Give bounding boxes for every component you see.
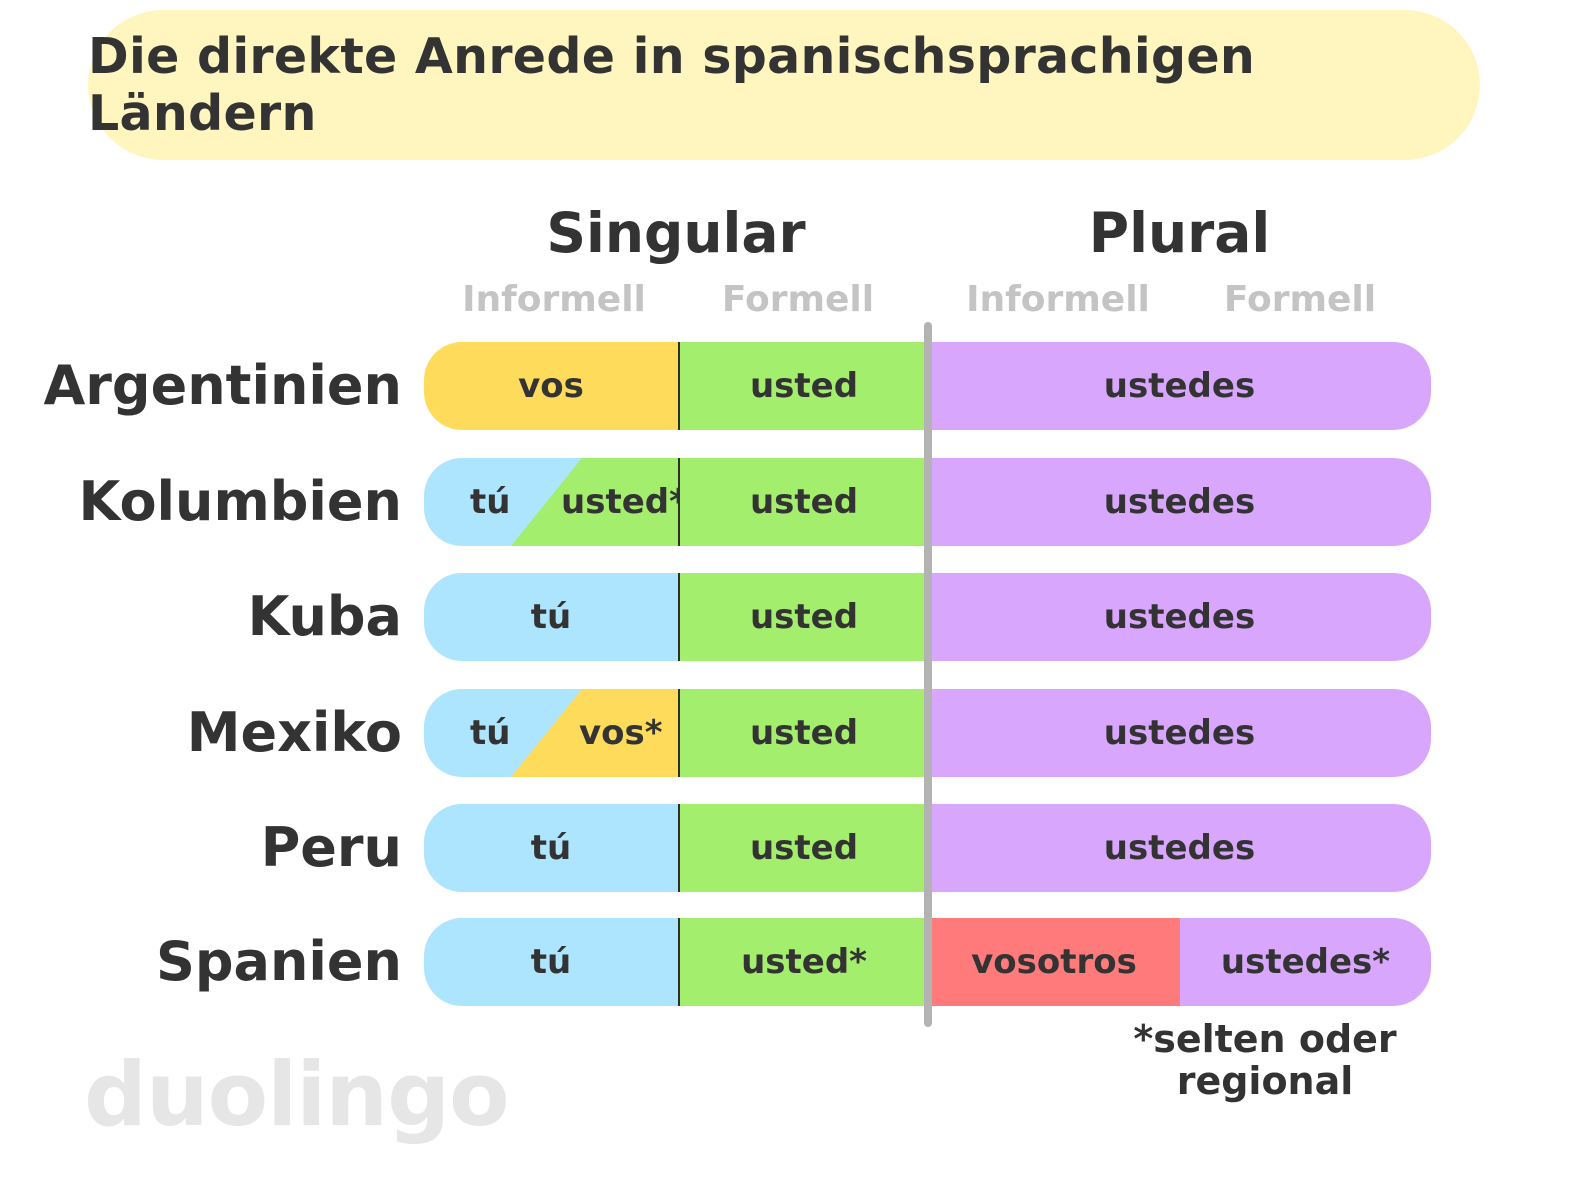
table-row-kuba: tú usted ustedes <box>424 573 1431 661</box>
country-label-argentinien: Argentinien <box>43 354 403 417</box>
country-label-peru: Peru <box>260 816 402 879</box>
table-row-peru: tú usted ustedes <box>424 804 1431 892</box>
subheader-singular-formal: Formell <box>721 279 875 320</box>
page-title: Die direkte Anrede in spanischsprachigen… <box>88 28 1256 142</box>
country-label-spanien: Spanien <box>155 930 402 993</box>
cell-plural: ustedes <box>928 342 1431 430</box>
cell-plural: ustedes <box>928 689 1431 777</box>
cell-plural: ustedes <box>928 458 1431 546</box>
subheader-singular-informal: Informell <box>462 279 646 320</box>
table-row-mexiko: tú vos* usted ustedes <box>424 689 1431 777</box>
cell-plural: ustedes <box>928 804 1431 892</box>
singular-plural-divider <box>924 322 932 1027</box>
cell-formal: usted* <box>678 918 928 1006</box>
cell-formal: usted <box>678 458 928 546</box>
footnote-line-2: regional <box>1176 1059 1354 1103</box>
cell-plural-informal: vosotros <box>928 918 1180 1006</box>
table-row-spanien: tú usted* vosotros ustedes* <box>424 918 1431 1006</box>
cell-informal-split: tú usted* <box>424 458 687 546</box>
table-row-kolumbien: tú usted* usted ustedes <box>424 458 1431 546</box>
cell-plural-formal: ustedes* <box>1180 918 1431 1006</box>
subheader-plural-informal: Informell <box>966 279 1150 320</box>
country-label-kolumbien: Kolumbien <box>78 470 402 533</box>
subheader-plural-formal: Formell <box>1223 279 1377 320</box>
cell-informal-a: tú <box>470 482 511 522</box>
cell-formal: usted <box>678 689 928 777</box>
cell-informal: tú <box>424 573 678 661</box>
cell-plural: ustedes <box>928 573 1431 661</box>
header-plural: Plural <box>1088 201 1271 265</box>
cell-informal: tú <box>424 918 678 1006</box>
country-label-mexiko: Mexiko <box>186 701 402 764</box>
cell-informal-b: vos* <box>579 713 663 753</box>
country-label-kuba: Kuba <box>247 585 402 648</box>
cell-informal: vos <box>424 342 678 430</box>
cell-formal: usted <box>678 573 928 661</box>
cell-informal-b: usted* <box>561 482 687 522</box>
table-row-argentinien: vos usted ustedes <box>424 342 1431 430</box>
duolingo-logo: duolingo <box>84 1043 510 1146</box>
footnote: *selten oder regional <box>1120 1018 1410 1102</box>
cell-formal: usted <box>678 342 928 430</box>
cell-informal: tú <box>424 804 678 892</box>
title-banner: Die direkte Anrede in spanischsprachigen… <box>88 10 1480 160</box>
cell-formal: usted <box>678 804 928 892</box>
footnote-line-1: *selten oder <box>1133 1017 1397 1061</box>
cell-informal-split: tú vos* <box>424 689 678 777</box>
header-singular: Singular <box>546 201 806 265</box>
cell-informal-a: tú <box>470 713 511 753</box>
